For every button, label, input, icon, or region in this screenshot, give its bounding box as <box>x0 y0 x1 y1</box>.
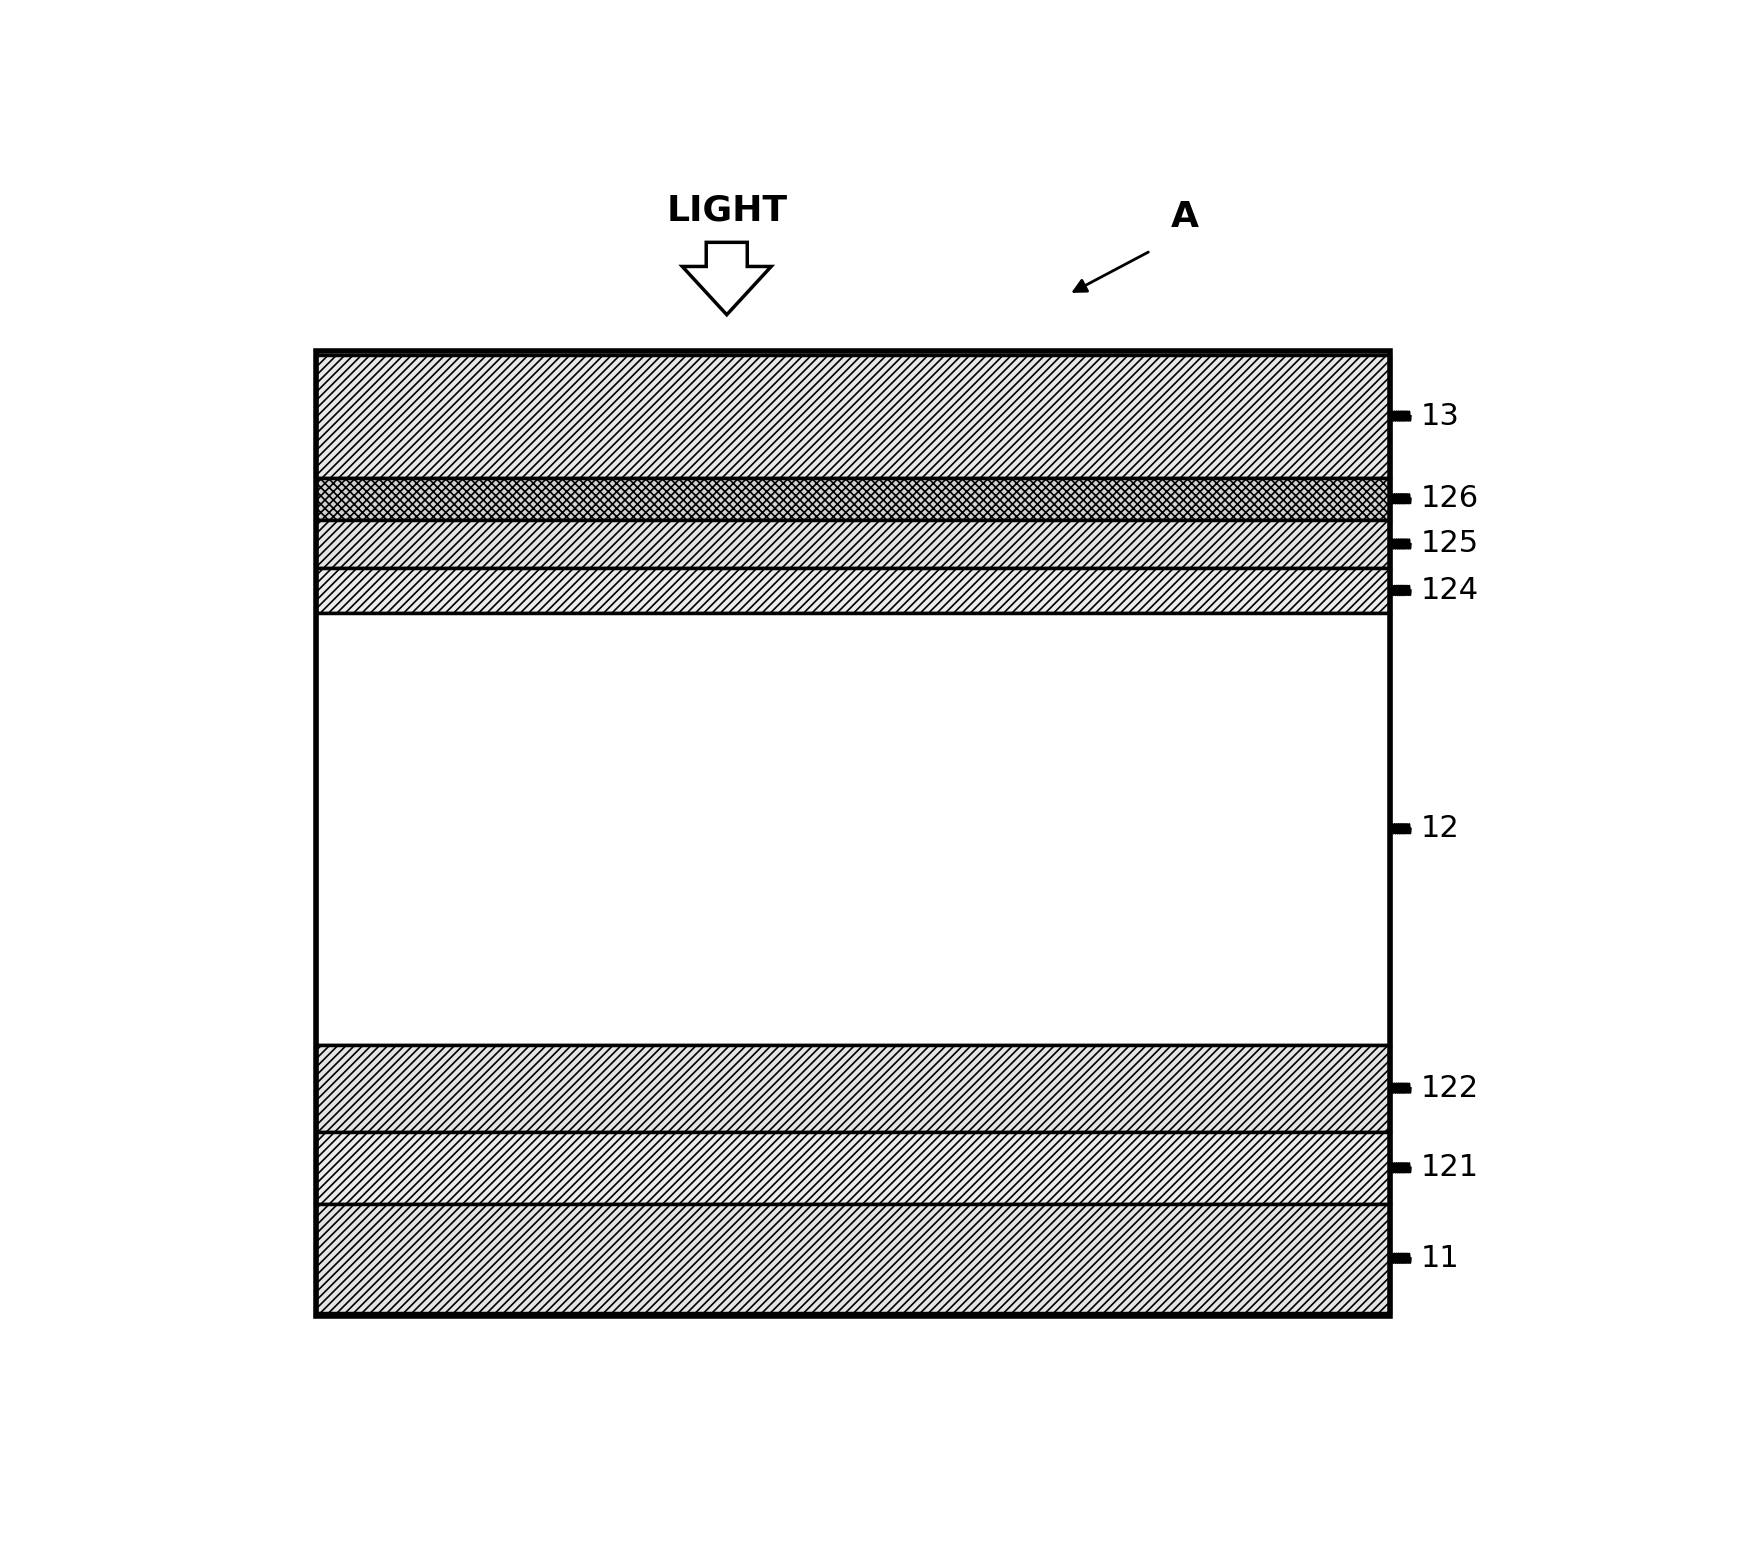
Text: 124: 124 <box>1420 577 1478 605</box>
Text: 121: 121 <box>1420 1153 1478 1182</box>
Bar <box>316 1045 1390 1131</box>
Text: 122: 122 <box>1420 1073 1478 1103</box>
Text: 12: 12 <box>1420 815 1459 843</box>
Bar <box>316 1203 1390 1313</box>
Bar <box>316 569 1390 613</box>
Bar <box>316 613 1390 1045</box>
Bar <box>316 351 1390 1316</box>
Text: LIGHT: LIGHT <box>665 194 787 227</box>
Text: A: A <box>1171 201 1198 233</box>
Bar <box>316 354 1390 478</box>
Polygon shape <box>683 243 771 315</box>
Text: 125: 125 <box>1420 530 1478 558</box>
Bar <box>316 520 1390 569</box>
Bar <box>316 478 1390 520</box>
Text: 126: 126 <box>1420 484 1478 514</box>
Bar <box>316 1131 1390 1203</box>
Text: 11: 11 <box>1420 1244 1459 1272</box>
Text: 13: 13 <box>1420 401 1459 431</box>
